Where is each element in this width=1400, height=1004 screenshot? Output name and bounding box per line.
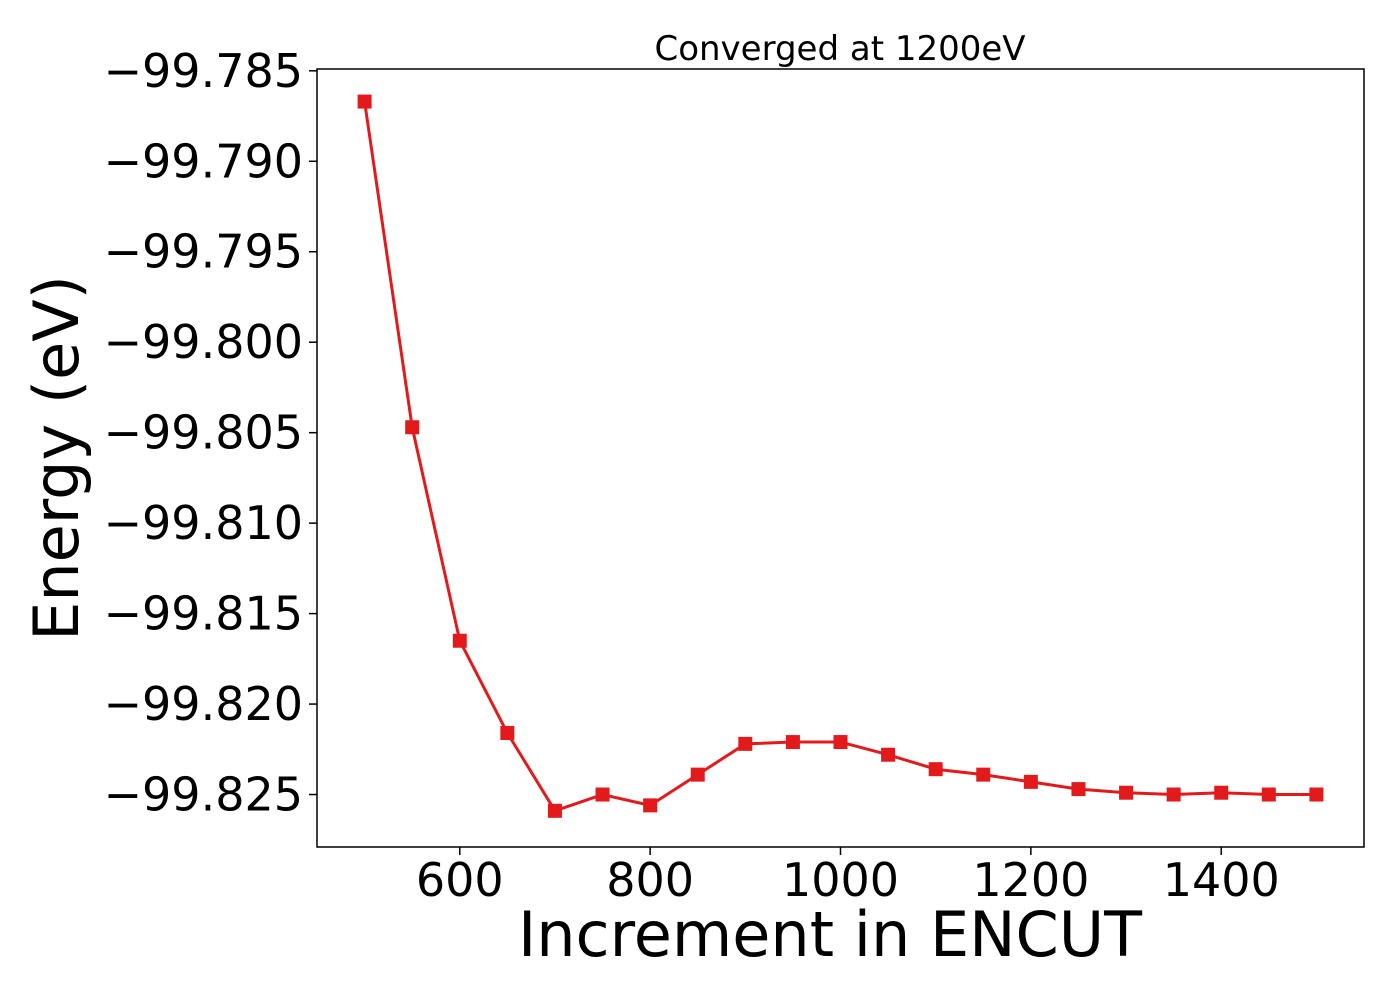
data-point-marker [690, 767, 705, 782]
data-point-marker [1261, 787, 1276, 802]
data-point-marker [595, 787, 610, 802]
data-point-marker [1023, 774, 1038, 789]
data-point-marker [452, 633, 467, 648]
y-tick-label: −99.785 [104, 44, 304, 98]
y-tick-label: −99.815 [104, 587, 304, 641]
y-tick-label: −99.825 [104, 768, 304, 822]
data-point-marker [357, 94, 372, 109]
data-point-marker [547, 803, 562, 818]
y-axis-label: Energy (eV) [20, 275, 93, 641]
data-point-marker [976, 767, 991, 782]
x-tick-label: 1200 [972, 853, 1089, 907]
data-point-marker [1214, 785, 1229, 800]
data-point-marker [738, 736, 753, 751]
data-point-marker [1071, 782, 1086, 797]
data-point-marker [643, 798, 658, 813]
data-point-marker [881, 747, 896, 762]
data-point-marker [785, 735, 800, 750]
y-tick-label: −99.795 [104, 225, 304, 279]
x-tick-label: 600 [416, 853, 504, 907]
y-tick-label: −99.790 [104, 134, 304, 188]
data-point-marker [1119, 785, 1134, 800]
x-axis-label: Increment in ENCUT [518, 898, 1143, 971]
chart-title: Converged at 1200eV [654, 29, 1025, 69]
y-tick-label: −99.820 [104, 677, 304, 731]
data-point-marker [1166, 787, 1181, 802]
x-tick-label: 800 [606, 853, 694, 907]
series-layer [357, 94, 1324, 818]
x-tick-label: 1400 [1163, 853, 1280, 907]
y-tick-label: −99.810 [104, 496, 304, 550]
data-point-marker [1309, 787, 1324, 802]
data-point-marker [833, 735, 848, 750]
x-axis: 600 800 1000 1200 1400 [416, 847, 1280, 907]
data-point-marker [500, 726, 515, 741]
x-tick-label: 1000 [782, 853, 899, 907]
y-axis: −99.785 −99.790 −99.795 −99.800 −99.805 −99.8… [104, 44, 317, 822]
y-tick-label: −99.805 [104, 406, 304, 460]
data-point-marker [405, 420, 420, 435]
y-tick-label: −99.800 [104, 315, 304, 369]
data-point-marker [928, 762, 943, 777]
